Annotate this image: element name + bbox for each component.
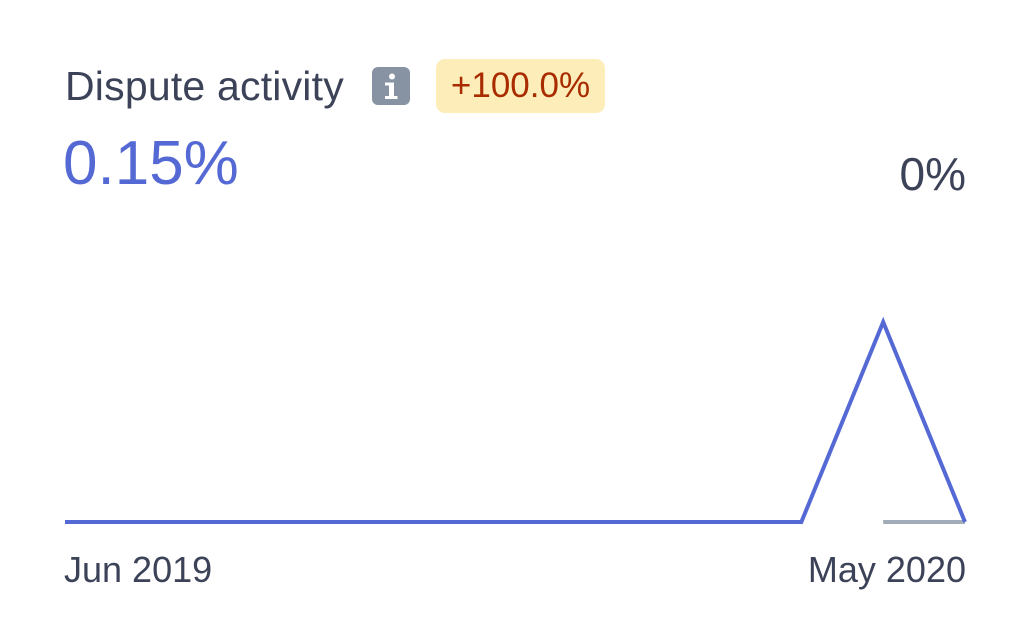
x-tick-label-start: Jun 2019 xyxy=(64,549,213,590)
card-title: Dispute activity xyxy=(65,62,344,109)
current-period-value: 0.15% xyxy=(63,129,239,198)
current-series-line xyxy=(65,316,967,524)
card-header: Dispute activity +100.0% xyxy=(65,58,606,114)
x-tick-label-end: May 2020 xyxy=(807,549,966,590)
previous-period-value: 0% xyxy=(899,148,966,200)
info-icon[interactable] xyxy=(371,67,410,105)
change-badge: +100.0% xyxy=(435,59,606,113)
